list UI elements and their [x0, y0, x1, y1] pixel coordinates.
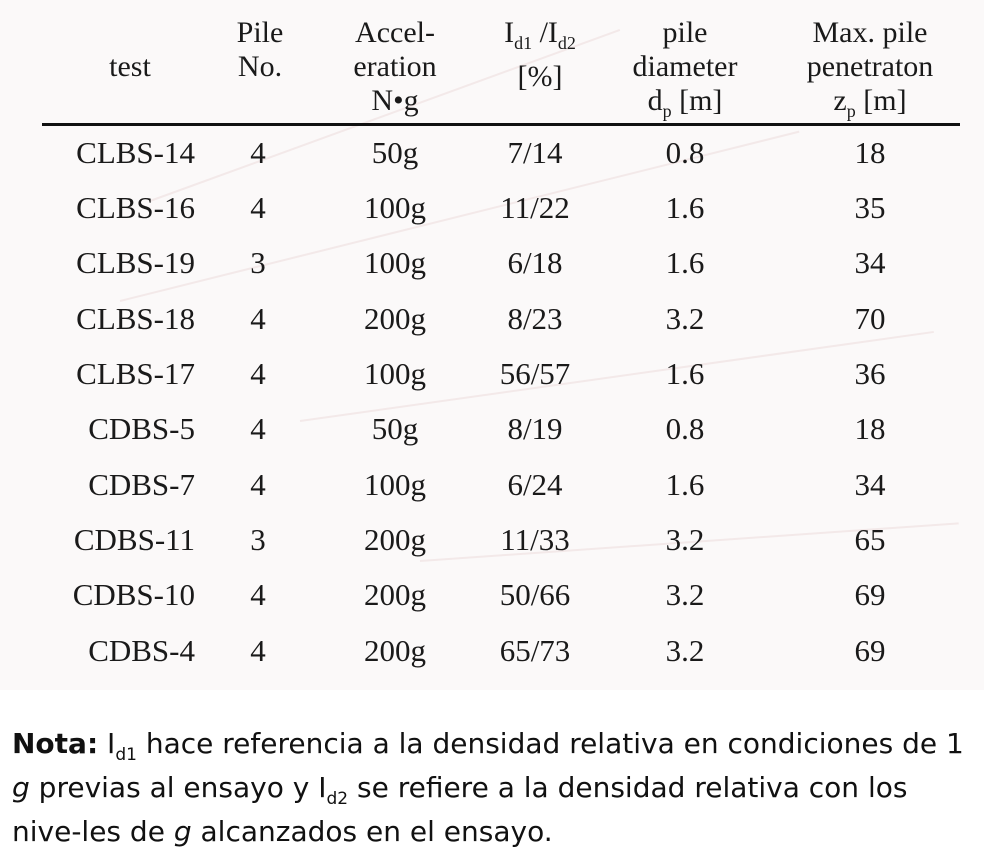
cell-test: CDBS-10	[72, 577, 195, 612]
cell-id-ratio: 11/22	[500, 190, 570, 225]
cell-penetration: 34	[854, 467, 886, 502]
header-acceleration: Accel- eration N•g	[353, 16, 437, 117]
header-pile-no: Pile No.	[236, 16, 284, 83]
cell-acceleration: 200g	[364, 522, 426, 557]
cell-acceleration: 50g	[371, 411, 419, 446]
cell-penetration: 69	[854, 577, 886, 612]
cell-test: CLBS-16	[76, 190, 195, 225]
header-test: test	[109, 50, 151, 83]
cell-diameter: 3.2	[665, 301, 705, 336]
cell-penetration: 34	[854, 245, 886, 280]
cell-acceleration: 100g	[364, 356, 426, 391]
cell-test: CDBS-5	[88, 411, 195, 446]
cell-penetration: 36	[854, 356, 886, 391]
cell-id-ratio: 65/73	[499, 633, 571, 668]
cell-penetration: 35	[854, 190, 886, 225]
note-text: alcanzados en el ensayo.	[191, 815, 553, 848]
cell-penetration: 69	[854, 633, 886, 668]
cell-acceleration: 100g	[364, 245, 426, 280]
header-pile-diameter: pile diameter dp [m]	[632, 16, 738, 121]
cell-penetration: 70	[854, 301, 886, 336]
cell-pile-no: 4	[250, 633, 266, 668]
note-text: hace referencia a la densidad relativa e…	[136, 727, 964, 760]
note-text: se refiere a la densidad relativa con lo…	[12, 771, 908, 848]
cell-diameter: 3.2	[665, 633, 705, 668]
cell-diameter: 3.2	[665, 522, 705, 557]
cell-test: CDBS-11	[73, 522, 195, 557]
cell-acceleration: 50g	[371, 135, 419, 170]
note-subscript: d1	[115, 745, 137, 765]
cell-id-ratio: 11/33	[500, 522, 570, 557]
cell-test: CDBS-7	[88, 467, 195, 502]
cell-test: CLBS-19	[76, 245, 195, 280]
cell-pile-no: 4	[250, 411, 266, 446]
cell-acceleration: 200g	[364, 633, 426, 668]
cell-pile-no: 3	[250, 522, 266, 557]
note-text: previas al ensayo y I	[29, 771, 327, 804]
cell-diameter: 1.6	[665, 356, 705, 391]
cell-test: CDBS-4	[88, 633, 195, 668]
cell-diameter: 3.2	[665, 577, 705, 612]
note-italic-g: g	[12, 771, 30, 804]
cell-id-ratio: 6/24	[507, 467, 563, 502]
cell-pile-no: 4	[250, 135, 266, 170]
cell-test: CLBS-14	[76, 135, 195, 170]
cell-acceleration: 100g	[364, 467, 426, 502]
cell-diameter: 0.8	[665, 411, 705, 446]
cell-penetration: 18	[854, 411, 886, 446]
note-subscript: d2	[326, 789, 349, 809]
cell-diameter: 1.6	[665, 245, 705, 280]
header-max-penetration: Max. pile penetraton zp [m]	[806, 16, 934, 121]
cell-penetration: 65	[854, 522, 886, 557]
cell-pile-no: 4	[250, 577, 266, 612]
cell-pile-no: 4	[250, 356, 266, 391]
cell-pile-no: 4	[250, 467, 266, 502]
cell-id-ratio: 6/18	[507, 245, 563, 280]
table-note: Nota: Id1 hace referencia a la densidad …	[12, 722, 977, 854]
cell-acceleration: 100g	[364, 190, 426, 225]
cell-id-ratio: 50/66	[499, 577, 571, 612]
cell-test: CLBS-17	[76, 356, 195, 391]
cell-diameter: 0.8	[665, 135, 705, 170]
note-text: I	[98, 727, 116, 760]
cell-pile-no: 4	[250, 190, 266, 225]
header-rule	[42, 123, 960, 126]
cell-diameter: 1.6	[665, 190, 705, 225]
cell-acceleration: 200g	[364, 577, 426, 612]
note-label: Nota:	[12, 727, 99, 760]
header-id-ratio: Id1 /Id2 [%]	[504, 16, 576, 93]
cell-penetration: 18	[854, 135, 886, 170]
note-italic-g: g	[173, 815, 192, 848]
cell-acceleration: 200g	[364, 301, 426, 336]
cell-id-ratio: 7/14	[507, 135, 563, 170]
cell-id-ratio: 56/57	[499, 356, 571, 391]
cell-test: CLBS-18	[76, 301, 195, 336]
scanned-table: test Pile No. Accel- eration N•g Id1 /Id…	[42, 16, 960, 668]
cell-id-ratio: 8/19	[507, 411, 563, 446]
cell-diameter: 1.6	[665, 467, 705, 502]
cell-id-ratio: 8/23	[507, 301, 563, 336]
cell-pile-no: 4	[250, 301, 266, 336]
cell-pile-no: 3	[250, 245, 266, 280]
